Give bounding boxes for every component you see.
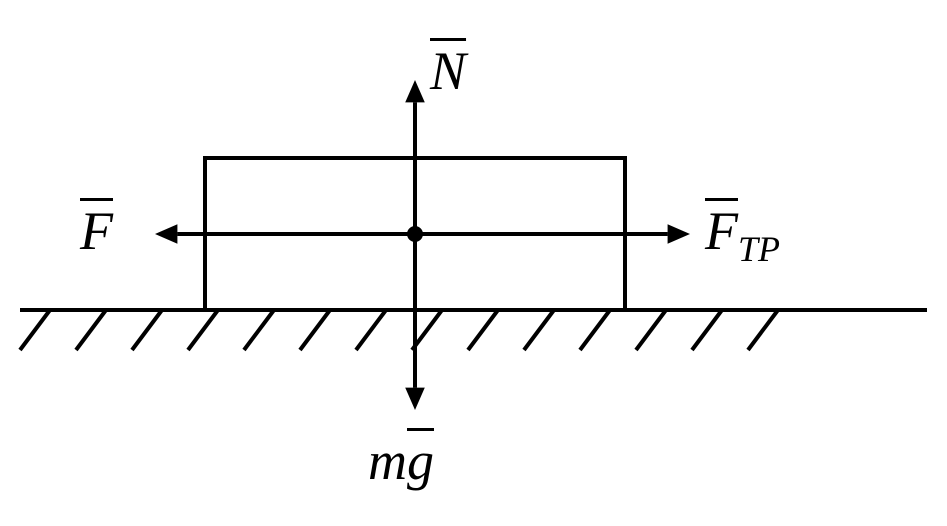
label-mg-over: g: [407, 431, 434, 491]
label-N-text: N: [430, 41, 466, 101]
hatch-line: [636, 310, 666, 350]
hatch-line: [188, 310, 218, 350]
label-F: F: [80, 200, 113, 262]
hatch-line: [524, 310, 554, 350]
hatch-line: [468, 310, 498, 350]
hatch-line: [132, 310, 162, 350]
label-Ftp-sub: TP: [738, 229, 780, 269]
label-F-text: F: [80, 201, 113, 261]
hatch-line: [356, 310, 386, 350]
label-mg-prefix: m: [368, 431, 407, 491]
hatch-line: [20, 310, 50, 350]
center-dot: [407, 226, 423, 242]
label-mg: mg: [368, 430, 434, 492]
label-N: N: [430, 40, 466, 102]
hatch-line: [580, 310, 610, 350]
hatch-line: [244, 310, 274, 350]
hatch-line: [300, 310, 330, 350]
label-Ftp: FTP: [705, 200, 780, 270]
label-Ftp-main: F: [705, 201, 738, 261]
hatch-line: [748, 310, 778, 350]
hatch-line: [76, 310, 106, 350]
hatch-line: [692, 310, 722, 350]
